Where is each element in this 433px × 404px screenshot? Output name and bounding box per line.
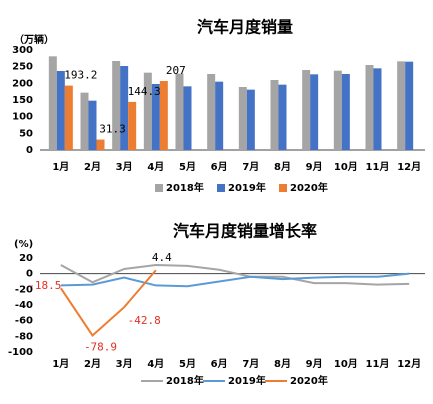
y-tick-label: 300 xyxy=(12,45,33,56)
legend-label: 2019年 xyxy=(228,181,266,194)
x-tick-label: 12月 xyxy=(397,161,421,173)
legend-swatch xyxy=(217,184,225,192)
y-tick-label: -40 xyxy=(15,300,33,311)
x-tick-label: 11月 xyxy=(366,161,390,173)
x-tick-label: 3月 xyxy=(116,161,133,173)
bar xyxy=(151,84,160,150)
bar xyxy=(405,61,414,150)
x-tick-label: 8月 xyxy=(274,358,291,370)
x-tick-label: 6月 xyxy=(211,161,228,173)
line xyxy=(60,269,157,337)
x-tick-label: 3月 xyxy=(116,358,133,370)
y-tick-label: 150 xyxy=(12,95,33,106)
x-tick-label: 5月 xyxy=(179,358,196,370)
x-tick-label: 1月 xyxy=(52,358,69,370)
y-tick-label: -20 xyxy=(15,284,33,295)
x-tick-label: 10月 xyxy=(334,358,358,370)
data-label: -78.9 xyxy=(84,340,117,353)
x-tick-label: 4月 xyxy=(147,358,164,370)
bar xyxy=(397,61,406,151)
y-tick-label: 200 xyxy=(12,78,33,89)
bar xyxy=(159,81,168,150)
bar xyxy=(112,61,121,150)
legend-label: 2020年 xyxy=(290,181,328,194)
chart-title: 汽车月度销量增长率 xyxy=(173,222,317,241)
legend-swatch xyxy=(155,184,163,192)
y-tick-label: 20 xyxy=(19,253,33,264)
y-axis-label: （万辆） xyxy=(14,33,54,46)
legend-swatch xyxy=(279,184,287,192)
bar xyxy=(120,66,129,150)
bar xyxy=(270,80,279,150)
x-tick-label: 10月 xyxy=(334,161,358,173)
bar xyxy=(143,72,152,150)
y-axis-label: (%) xyxy=(14,239,33,250)
x-tick-label: 4月 xyxy=(147,161,164,173)
bar xyxy=(373,68,382,150)
y-tick-label: -80 xyxy=(15,331,33,342)
data-label: 144.3 xyxy=(128,85,161,98)
bar xyxy=(365,65,374,150)
x-tick-label: 9月 xyxy=(306,161,323,173)
y-tick-label: 0 xyxy=(26,269,33,280)
bar xyxy=(48,56,57,151)
bar xyxy=(80,92,89,150)
bar xyxy=(278,84,287,150)
data-label: -18.5 xyxy=(28,279,61,292)
data-label: 193.2 xyxy=(64,69,97,82)
bar xyxy=(56,71,65,150)
legend-label: 2018年 xyxy=(166,374,204,387)
bar xyxy=(246,89,255,150)
x-tick-label: 9月 xyxy=(306,358,323,370)
x-tick-label: 11月 xyxy=(366,358,390,370)
bar xyxy=(310,74,319,150)
x-tick-label: 7月 xyxy=(242,358,259,370)
legend-label: 2018年 xyxy=(166,181,204,194)
y-tick-label: 50 xyxy=(19,128,33,139)
line xyxy=(60,264,410,286)
y-tick-label: 250 xyxy=(12,62,33,73)
bar xyxy=(341,74,350,150)
data-label: 31.3 xyxy=(99,123,126,136)
bar xyxy=(238,87,247,150)
x-tick-label: 12月 xyxy=(397,358,421,370)
y-tick-label: -100 xyxy=(8,347,33,358)
bar xyxy=(302,70,311,150)
legend-label: 2020年 xyxy=(290,374,328,387)
data-label: 4.4 xyxy=(152,251,172,264)
data-label: -42.8 xyxy=(128,314,161,327)
y-tick-label: 0 xyxy=(26,145,33,156)
bar xyxy=(175,73,184,150)
x-tick-label: 1月 xyxy=(52,161,69,173)
bar xyxy=(333,70,342,150)
x-tick-label: 7月 xyxy=(242,161,259,173)
y-tick-label: 100 xyxy=(12,112,33,123)
x-tick-label: 5月 xyxy=(179,161,196,173)
x-tick-label: 6月 xyxy=(211,358,228,370)
bar xyxy=(215,81,224,150)
bar xyxy=(96,139,105,150)
x-tick-label: 2月 xyxy=(84,358,101,370)
line xyxy=(60,272,410,288)
bar xyxy=(183,86,192,150)
bar xyxy=(64,85,73,150)
data-label: 207 xyxy=(166,64,186,77)
chart-title: 汽车月度销量 xyxy=(197,18,293,37)
bar xyxy=(207,74,216,150)
y-tick-label: -60 xyxy=(15,316,33,327)
legend-label: 2019年 xyxy=(228,374,266,387)
x-tick-label: 2月 xyxy=(84,161,101,173)
bar xyxy=(128,101,137,150)
bar xyxy=(88,100,97,150)
x-tick-label: 8月 xyxy=(274,161,291,173)
